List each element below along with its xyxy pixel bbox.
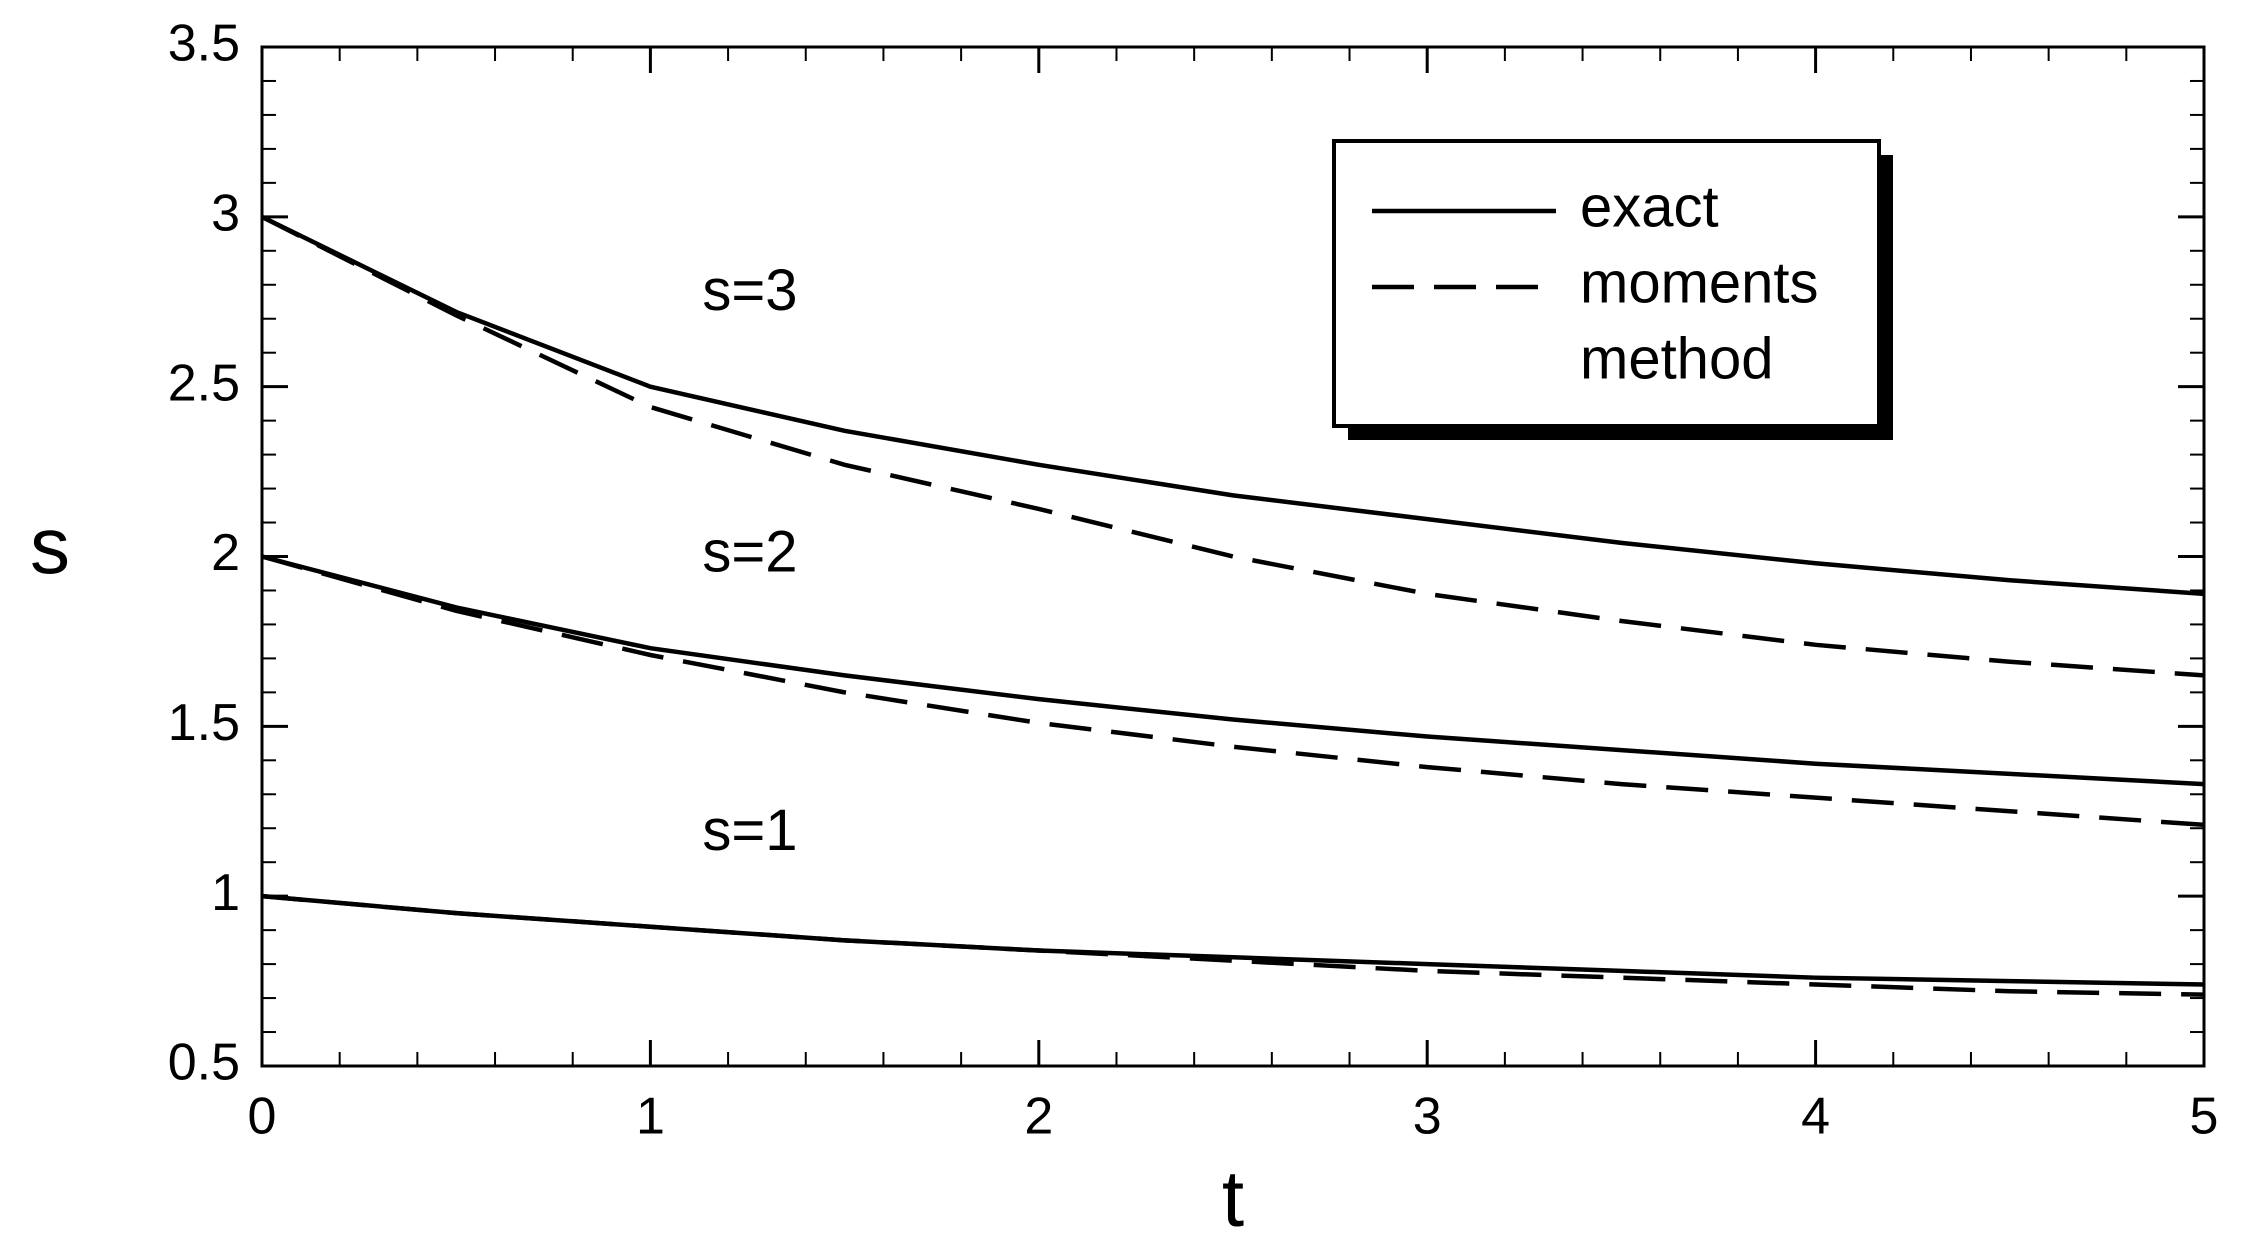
- y-tick-label: 3.5: [168, 15, 240, 73]
- x-tick-label: 0: [248, 1088, 277, 1146]
- legend-label: moments: [1580, 250, 1819, 315]
- x-tick-label: 1: [636, 1088, 665, 1146]
- legend-label: method: [1580, 326, 1773, 391]
- y-tick-label: 2: [211, 524, 240, 582]
- y-tick-label: 0.5: [168, 1034, 240, 1092]
- x-tick-label: 2: [1024, 1088, 1053, 1146]
- x-tick-label: 3: [1413, 1088, 1442, 1146]
- data-line: [261, 893, 2205, 987]
- y-axis-label: s: [30, 501, 70, 590]
- y-tick-label: 1: [211, 864, 240, 922]
- data-line: [261, 554, 2205, 787]
- data-line: [260, 214, 2205, 678]
- plot-frame: [260, 45, 2206, 1068]
- curve-label: s=2: [702, 520, 797, 585]
- x-tick-label: 4: [1801, 1088, 1830, 1146]
- y-tick-label: 3: [211, 185, 240, 243]
- curve-label: s=1: [702, 798, 797, 863]
- y-tick-label: 2.5: [168, 354, 240, 412]
- data-line: [261, 554, 2205, 828]
- x-axis-label: t: [1222, 1154, 1244, 1243]
- data-line: [261, 214, 2205, 597]
- legend-label: exact: [1580, 174, 1719, 239]
- legend-box: [1332, 139, 1881, 428]
- y-tick-label: 1.5: [168, 694, 240, 752]
- curve-label: s=3: [702, 258, 797, 323]
- data-line: [261, 893, 2205, 997]
- x-tick-label: 5: [2190, 1088, 2219, 1146]
